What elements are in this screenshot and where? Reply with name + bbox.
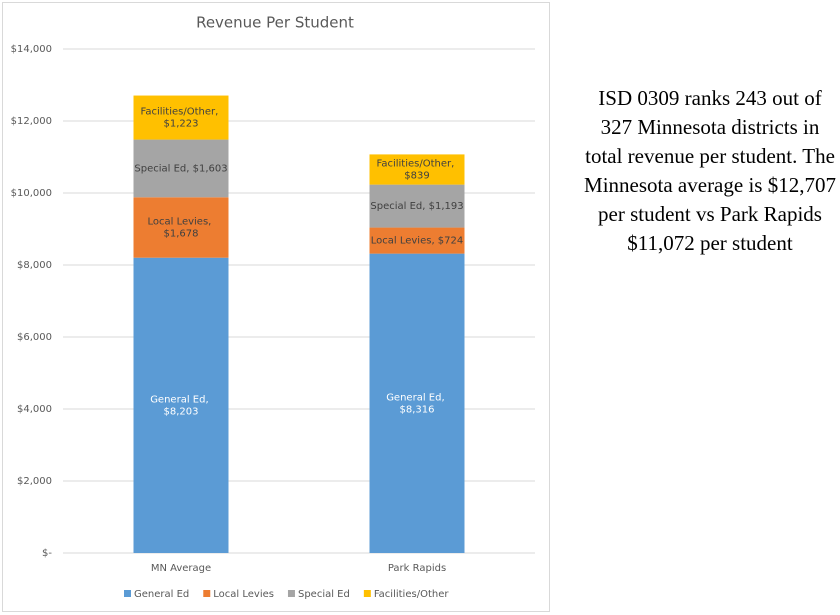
bar-segment <box>133 197 229 258</box>
y-tick-label: $- <box>42 548 52 559</box>
legend-swatch <box>363 590 371 597</box>
legend-label: Local Levies <box>213 589 274 600</box>
bar-segment <box>133 95 229 140</box>
chart: Revenue Per Student $- $2,000 $4,000 $6,000… <box>2 2 550 612</box>
bar-segment <box>369 253 465 553</box>
data-label: Special Ed, $1,193 <box>370 201 463 212</box>
chart-title: Revenue Per Student <box>196 14 354 32</box>
legend-swatch <box>124 590 131 597</box>
bar-segment <box>369 227 465 254</box>
bar-segment <box>133 139 229 198</box>
data-label: Special Ed, $1,603 <box>134 163 227 174</box>
y-tick-label: $14,000 <box>11 44 52 55</box>
y-tick-label: $4,000 <box>17 404 52 415</box>
data-label: General Ed, $8,316 <box>386 392 448 415</box>
chart-frame <box>2 2 550 612</box>
y-tick-label: $12,000 <box>11 116 52 127</box>
bar-segment <box>369 154 465 185</box>
side-text: ISD 0309 ranks 243 out of 327 Minnesota … <box>584 86 836 255</box>
y-tick-label: $2,000 <box>17 476 52 487</box>
legend-label: General Ed <box>134 589 189 600</box>
data-label: Facilities/Other, $839 <box>377 159 458 182</box>
y-tick-label: $6,000 <box>17 332 52 343</box>
data-label: General Ed, $8,203 <box>150 394 212 417</box>
data-label: Local Levies, $724 <box>371 236 464 247</box>
x-tick-label: Park Rapids <box>388 563 446 574</box>
data-label: Facilities/Other, $1,223 <box>141 107 222 130</box>
y-tick-label: $8,000 <box>17 260 52 271</box>
y-tick-label: $10,000 <box>11 188 52 199</box>
legend-label: Facilities/Other <box>374 589 450 600</box>
data-label: Local Levies, $1,678 <box>147 216 214 239</box>
legend-swatch <box>203 590 211 597</box>
bar-segment <box>133 257 229 553</box>
legend-label: Special Ed <box>298 589 350 600</box>
legend-swatch <box>287 590 295 597</box>
x-tick-label: MN Average <box>151 563 211 574</box>
bar-segment <box>369 184 465 228</box>
